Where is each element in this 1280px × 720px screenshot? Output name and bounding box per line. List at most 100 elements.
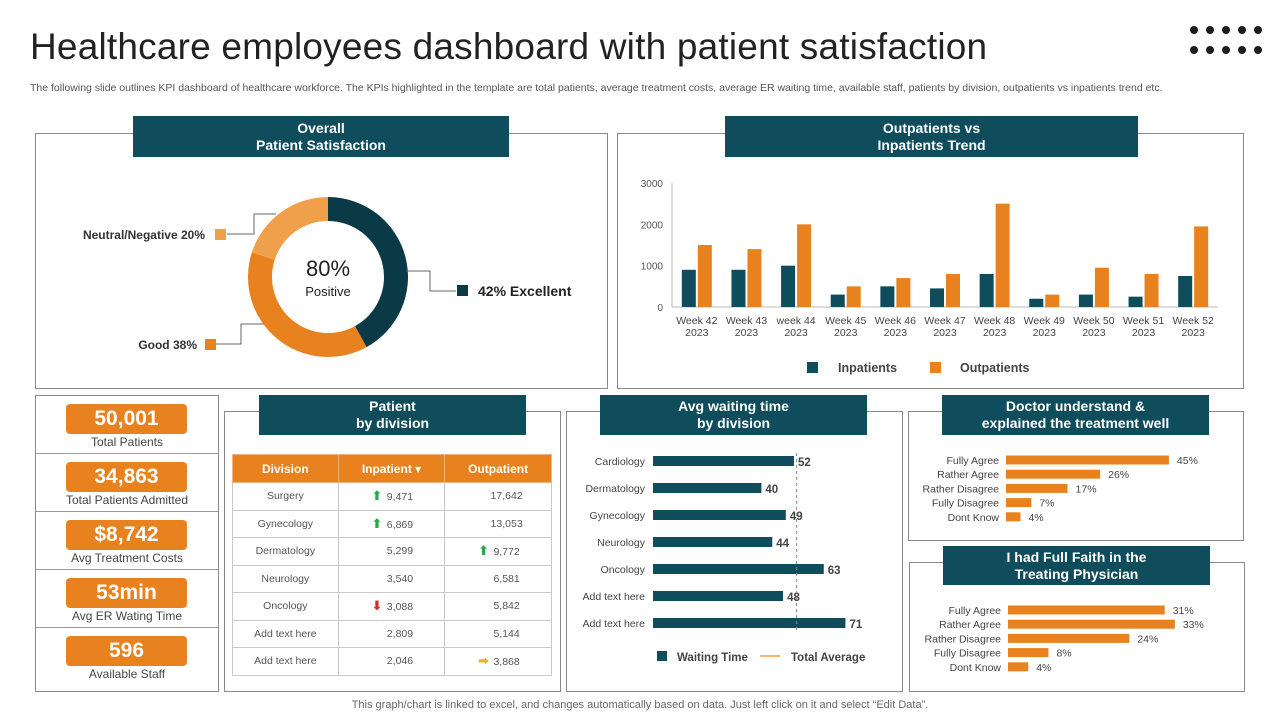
bar-value-label: 63 [828, 565, 841, 577]
cell-outpatient: 5,842 [444, 592, 552, 621]
bar-percentage [1006, 455, 1169, 465]
cell-division: Surgery [232, 482, 339, 511]
bar-inpatients [979, 273, 994, 307]
kpi-value-4: 596 [66, 636, 187, 666]
cell-outpatient: ⬆ 9,772 [444, 537, 552, 566]
donut-slice-excellent [328, 197, 408, 348]
waiting-header-line1: Avg waiting time [678, 398, 789, 414]
cell-value: 5,299 [383, 545, 414, 558]
cell-outpatient: 5,144 [444, 619, 552, 648]
bar-outpatients [797, 224, 812, 307]
column-header-outpatient[interactable]: Outpatient [444, 454, 552, 483]
page-subtitle: The following slide outlines KPI dashboa… [30, 82, 1163, 94]
kpi-divider [36, 627, 218, 628]
bar-waiting-time [653, 618, 846, 628]
y-category-label: Fully Agree [948, 605, 1001, 617]
bar-outpatients [846, 286, 861, 307]
bar-inpatients [880, 286, 895, 307]
faith-bar-chart: Fully Agree 31% Rather Agree 33% Rather Disa… [925, 605, 1204, 674]
x-tick-label: Week 49 2023 [1024, 315, 1065, 339]
donut-center-value: 80% [306, 256, 350, 281]
x-tick-label: Week 45 2023 [825, 315, 866, 339]
bar-waiting-time [653, 564, 824, 574]
y-category-label: Rather Disagree [923, 483, 1000, 495]
kpi-value-1: 34,863 [66, 462, 187, 492]
x-tick-label: Week 52 2023 [1173, 315, 1214, 339]
y-tick-label: 3000 [641, 179, 664, 190]
waiting-bar-chart: Cardiology 52 Dermatology 40 Gynecology 49 Neu… [583, 453, 865, 664]
x-tick-label: Week 48 2023 [974, 315, 1015, 339]
bar-value-label: 33% [1183, 619, 1204, 631]
cell-inpatient: ⬆ 9,471 [337, 482, 446, 511]
bar-value-label: 26% [1108, 469, 1129, 481]
neutral-label: Neutral/Negative 20% [83, 228, 205, 242]
satisfaction-header: Overall Patient Satisfaction [133, 116, 509, 157]
up-arrow-icon: ⬆ [478, 543, 489, 559]
y-category-label: Dermatology [585, 483, 645, 495]
bar-waiting-time [653, 591, 784, 601]
bar-value-label: 4% [1036, 662, 1051, 674]
column-header-division[interactable]: Division [232, 454, 339, 483]
y-category-label: Fully Disagree [932, 498, 999, 510]
kpi-label-2: Avg Treatment Costs [71, 551, 183, 565]
bar-value-label: 49 [790, 511, 803, 523]
table-row: Add text here 2,809 5,144 [232, 619, 552, 648]
cell-value: 3,540 [383, 572, 414, 585]
waiting-header: Avg waiting time by division [600, 395, 867, 435]
bar-inpatients [1128, 296, 1143, 307]
y-category-label: Dont Know [950, 662, 1002, 674]
cell-inpatient: 2,046 [337, 647, 446, 676]
x-tick-label: Week 51 2023 [1123, 315, 1164, 339]
satisfaction-donut-chart: 80% Positive 42% Excellent Neutral/Negative… [83, 197, 572, 357]
bar-percentage [1006, 483, 1068, 493]
division-header-line2: by division [355, 415, 430, 431]
excellent-leader-line [406, 270, 456, 292]
bar-value-label: 17% [1076, 483, 1097, 495]
legend-label-inpatients: Inpatients [838, 361, 897, 375]
down-arrow-icon: ⬇ [371, 598, 383, 614]
division-table-header-row: Division Inpatient ▾ Outpatient [232, 454, 552, 483]
cell-inpatient: 5,299 [337, 537, 446, 566]
neutral-leader-line [227, 213, 276, 235]
x-tick-label: Week 43 2023 [726, 315, 767, 339]
neutral-legend-marker [215, 229, 226, 240]
column-header-inpatient[interactable]: Inpatient ▾ [337, 454, 446, 483]
kpi-label-1: Total Patients Admitted [65, 493, 189, 507]
bar-value-label: 4% [1028, 512, 1043, 524]
trend-header-line1: Outpatients vs [882, 119, 981, 136]
y-category-label: Add text here [583, 618, 646, 630]
trend-bar-chart: 0 1000 2000 3000 Week 42 2023 Week 43 2023 week … [641, 179, 1218, 375]
x-tick-label: Week 50 2023 [1073, 315, 1114, 339]
cell-division: Dermatology [232, 537, 339, 566]
cell-outpatient: 6,581 [444, 564, 552, 593]
y-category-label: Rather Disagree [925, 633, 1002, 645]
bar-waiting-time [653, 456, 794, 466]
legend-marker-outpatients [930, 362, 941, 373]
y-tick-label: 2000 [641, 220, 664, 231]
kpi-divider [36, 511, 218, 512]
division-header-line1: Patient [369, 398, 416, 414]
cell-inpatient: ⬇ 3,088 [337, 592, 446, 621]
bar-inpatients [1029, 298, 1044, 307]
good-legend-marker [205, 339, 216, 350]
bar-inpatients [1078, 294, 1093, 307]
y-category-label: Dont Know [948, 512, 1000, 524]
division-table: Division Inpatient ▾ Outpatient Surgery ⬆… [232, 454, 552, 676]
bar-percentage [1008, 605, 1165, 615]
cell-outpatient: 13,053 [444, 509, 552, 538]
page-title: Healthcare employees dashboard with pati… [30, 26, 988, 67]
bar-value-label: 45% [1177, 455, 1198, 467]
table-row: Add text here 2,046 ➡ 3,868 [232, 647, 552, 676]
bar-inpatients [731, 269, 746, 307]
table-row: Oncology ⬇ 3,088 5,842 [232, 592, 552, 621]
bar-percentage [1006, 512, 1021, 522]
bar-value-label: 40 [765, 484, 778, 496]
y-tick-label: 0 [657, 303, 663, 314]
cell-value: 2,809 [383, 627, 414, 640]
bar-value-label: 44 [776, 538, 789, 550]
bar-inpatients [1178, 276, 1193, 307]
bar-percentage [1008, 633, 1130, 643]
bar-outpatients [1194, 226, 1209, 307]
bar-outpatients [697, 245, 712, 307]
kpi-label-4: Available Staff [88, 667, 166, 681]
